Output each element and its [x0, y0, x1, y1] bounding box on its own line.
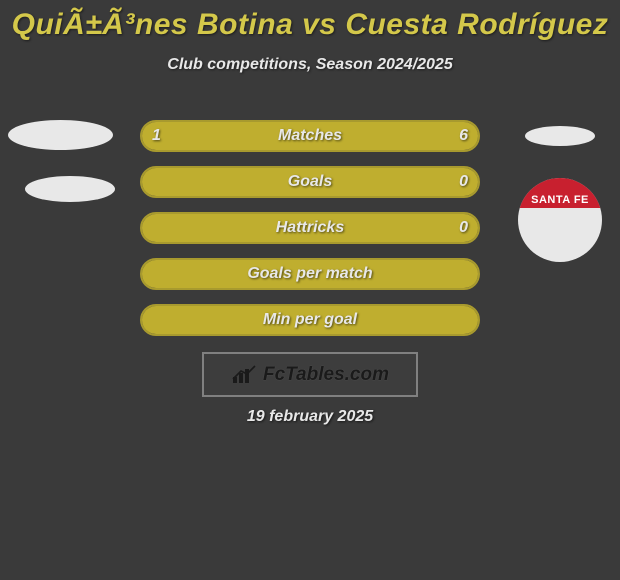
stats-bars: 1 Matches 6 Goals 0 Hattricks 0 Goals pe… — [140, 120, 480, 350]
watermark: FcTables.com — [202, 352, 418, 397]
club-badge-text: SANTA FE — [518, 178, 602, 208]
stat-bar-goals-per-match: Goals per match — [140, 258, 480, 290]
page-title: QuiÃ±Ã³nes Botina vs Cuesta Rodríguez — [0, 0, 620, 42]
watermark-text: FcTables.com — [263, 364, 389, 386]
stat-label: Goals — [142, 168, 478, 196]
subtitle: Club competitions, Season 2024/2025 — [0, 56, 620, 74]
stat-right-value: 6 — [459, 122, 468, 150]
stat-label: Hattricks — [142, 214, 478, 242]
bar-chart-icon — [231, 365, 257, 385]
stat-bar-hattricks: Hattricks 0 — [140, 212, 480, 244]
stat-bar-min-per-goal: Min per goal — [140, 304, 480, 336]
stat-label: Min per goal — [142, 306, 478, 334]
club-badge: SANTA FE — [518, 178, 602, 262]
stat-right-value: 0 — [459, 168, 468, 196]
stat-bar-goals: Goals 0 — [140, 166, 480, 198]
player-right-ellipse — [525, 126, 595, 146]
stat-right-value: 0 — [459, 214, 468, 242]
stat-label: Matches — [142, 122, 478, 150]
player-left-ellipse-1 — [8, 120, 113, 150]
date-label: 19 february 2025 — [0, 408, 620, 426]
stat-bar-matches: 1 Matches 6 — [140, 120, 480, 152]
player-left-ellipse-2 — [25, 176, 115, 202]
stat-label: Goals per match — [142, 260, 478, 288]
